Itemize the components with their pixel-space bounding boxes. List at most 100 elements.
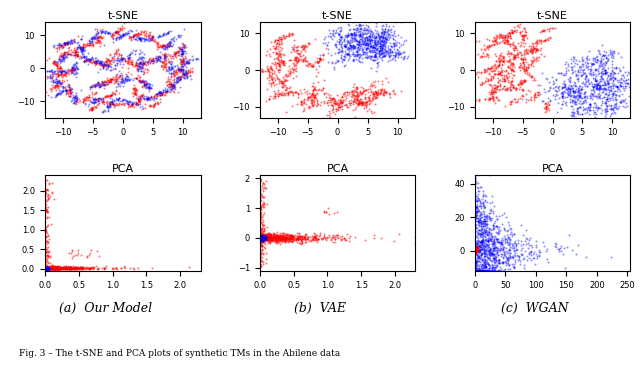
Point: [137, 78, 147, 84]
Point: [480, 262, 490, 268]
Point: [257, 237, 267, 243]
Point: [526, 57, 536, 63]
Point: [40, 265, 51, 271]
Point: [43, 266, 53, 272]
Point: [357, 100, 367, 106]
Point: [489, 225, 499, 231]
Point: [377, 26, 387, 32]
Point: [560, 82, 570, 88]
Point: [257, 194, 267, 200]
Point: [61, 91, 71, 97]
Point: [258, 234, 268, 240]
Point: [315, 102, 325, 108]
Point: [499, 58, 509, 64]
Point: [43, 266, 53, 272]
Point: [124, 35, 134, 40]
Point: [496, 33, 506, 39]
Point: [470, 258, 480, 264]
Point: [615, 68, 625, 74]
Point: [483, 261, 493, 267]
Point: [178, 59, 188, 65]
Point: [280, 237, 290, 243]
Point: [540, 37, 550, 43]
Point: [522, 257, 532, 263]
Point: [612, 84, 623, 90]
Point: [56, 69, 67, 75]
Point: [503, 236, 513, 242]
Point: [583, 63, 593, 69]
Point: [145, 55, 155, 61]
Point: [77, 99, 88, 105]
Point: [471, 268, 481, 274]
Point: [139, 29, 149, 35]
Point: [117, 58, 127, 64]
Point: [504, 234, 515, 240]
Point: [520, 59, 531, 65]
Point: [256, 216, 266, 222]
Point: [53, 265, 63, 271]
Point: [618, 72, 628, 78]
Point: [84, 58, 94, 64]
Point: [364, 46, 374, 52]
Point: [145, 85, 156, 91]
Point: [333, 232, 344, 238]
Point: [60, 87, 70, 93]
Point: [339, 53, 349, 59]
Point: [264, 235, 274, 241]
Point: [59, 265, 69, 271]
Point: [477, 262, 487, 268]
Point: [487, 253, 497, 259]
Point: [255, 236, 265, 242]
Point: [41, 265, 51, 270]
Point: [84, 107, 95, 113]
Point: [57, 68, 67, 73]
Point: [138, 36, 148, 42]
Point: [518, 57, 529, 63]
Point: [472, 265, 482, 271]
Point: [277, 237, 287, 243]
Point: [540, 100, 550, 106]
Point: [177, 57, 188, 63]
Point: [613, 50, 623, 56]
Point: [260, 236, 270, 242]
Point: [98, 98, 108, 104]
Point: [472, 240, 482, 246]
Point: [522, 61, 532, 67]
Point: [511, 241, 521, 247]
Point: [631, 82, 640, 88]
Point: [166, 82, 176, 88]
Point: [388, 43, 399, 49]
Point: [45, 265, 55, 271]
Point: [621, 77, 631, 83]
Point: [528, 268, 538, 274]
Point: [271, 240, 281, 246]
Point: [273, 55, 284, 60]
Point: [591, 78, 601, 84]
Point: [45, 254, 55, 260]
Point: [293, 236, 303, 242]
Point: [547, 74, 557, 80]
Point: [67, 65, 77, 70]
Point: [494, 62, 504, 68]
Point: [259, 233, 269, 239]
Point: [602, 104, 612, 109]
Point: [363, 37, 373, 43]
Point: [259, 184, 269, 190]
Point: [141, 62, 151, 68]
Point: [602, 82, 612, 88]
Point: [607, 85, 618, 91]
Point: [114, 81, 124, 87]
Point: [143, 58, 153, 64]
Point: [95, 97, 106, 103]
Point: [531, 46, 541, 52]
Point: [598, 86, 609, 92]
Point: [104, 57, 115, 63]
Point: [299, 99, 309, 105]
Point: [78, 47, 88, 53]
Point: [133, 65, 143, 71]
Point: [275, 234, 285, 240]
Point: [284, 85, 294, 91]
Point: [470, 265, 481, 271]
Point: [257, 237, 267, 243]
Point: [53, 264, 63, 270]
